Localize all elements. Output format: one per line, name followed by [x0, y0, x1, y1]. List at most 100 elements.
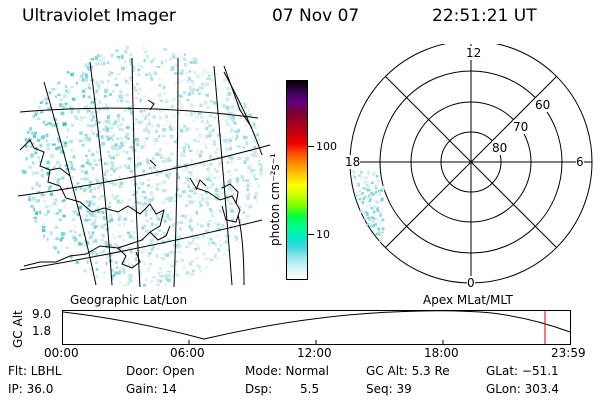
- emission-speck: [106, 136, 109, 139]
- emission-speck: [94, 226, 97, 229]
- emission-speck: [374, 205, 377, 208]
- emission-speck: [70, 73, 74, 77]
- emission-speck: [382, 227, 385, 230]
- emission-speck: [37, 139, 40, 143]
- emission-speck: [366, 199, 369, 202]
- emission-speck: [376, 208, 379, 211]
- emission-speck: [50, 193, 53, 196]
- emission-speck: [362, 187, 365, 190]
- emission-speck: [65, 247, 69, 249]
- emission-speck: [161, 61, 163, 64]
- emission-speck: [148, 119, 152, 123]
- info-ip: IP: 36.0: [8, 382, 53, 396]
- emission-speck: [28, 166, 31, 169]
- emission-speck: [163, 91, 167, 95]
- emission-speck: [59, 103, 63, 107]
- emission-speck: [146, 55, 149, 59]
- emission-speck: [101, 211, 104, 214]
- emission-speck: [183, 169, 186, 173]
- emission-speck: [368, 185, 371, 188]
- emission-speck: [105, 170, 109, 172]
- emission-speck: [137, 63, 140, 67]
- emission-speck: [102, 81, 104, 84]
- emission-speck: [48, 187, 50, 191]
- emission-speck: [126, 126, 130, 129]
- emission-speck: [210, 124, 212, 126]
- emission-speck: [235, 131, 238, 133]
- emission-speck: [75, 188, 77, 191]
- emission-speck: [112, 134, 116, 136]
- emission-speck: [207, 107, 210, 109]
- emission-speck: [92, 115, 95, 119]
- emission-speck: [88, 204, 91, 207]
- emission-speck: [73, 225, 76, 227]
- emission-speck: [86, 110, 89, 113]
- emission-speck: [226, 106, 230, 110]
- emission-speck: [165, 115, 168, 119]
- emission-speck: [230, 157, 234, 160]
- emission-speck: [211, 79, 213, 82]
- emission-speck: [156, 183, 159, 185]
- emission-speck: [376, 183, 379, 186]
- emission-speck: [99, 215, 102, 219]
- emission-speck: [27, 131, 30, 135]
- emission-speck: [204, 68, 206, 71]
- emission-speck: [43, 235, 45, 239]
- emission-speck: [164, 284, 167, 286]
- emission-speck: [63, 122, 67, 125]
- emission-speck: [208, 220, 212, 222]
- emission-speck: [93, 252, 96, 256]
- emission-speck: [172, 56, 176, 58]
- emission-speck: [166, 214, 169, 217]
- emission-speck: [28, 195, 30, 198]
- emission-speck: [226, 87, 230, 91]
- emission-speck: [225, 205, 229, 207]
- emission-speck: [180, 55, 183, 58]
- emission-speck: [119, 128, 122, 131]
- emission-speck: [57, 178, 61, 180]
- emission-speck: [247, 166, 251, 170]
- emission-speck: [63, 145, 67, 148]
- emission-speck: [375, 200, 378, 203]
- emission-speck: [79, 131, 83, 135]
- emission-speck: [140, 120, 144, 124]
- emission-speck: [47, 144, 50, 147]
- emission-speck: [193, 259, 195, 263]
- emission-speck: [214, 151, 217, 154]
- emission-speck: [72, 218, 75, 222]
- emission-speck: [124, 50, 128, 54]
- emission-speck: [138, 68, 140, 71]
- emission-speck: [102, 234, 105, 238]
- timeline-xtick-0000: 00:00: [44, 346, 79, 360]
- emission-speck: [85, 134, 88, 136]
- emission-speck: [31, 132, 33, 135]
- emission-speck: [207, 203, 210, 207]
- emission-speck: [231, 178, 233, 181]
- emission-speck: [42, 229, 46, 232]
- emission-speck: [357, 184, 360, 187]
- emission-speck: [95, 177, 98, 180]
- emission-speck: [93, 159, 96, 162]
- emission-speck: [158, 229, 162, 231]
- emission-speck: [169, 211, 172, 213]
- emission-speck: [77, 110, 80, 114]
- emission-speck: [235, 208, 238, 211]
- emission-speck: [57, 137, 60, 140]
- emission-speck: [185, 204, 188, 207]
- emission-speck: [235, 138, 237, 140]
- emission-speck: [205, 127, 208, 130]
- emission-speck: [173, 127, 176, 130]
- lat-label-80: 80: [492, 141, 507, 155]
- emission-speck: [186, 271, 190, 274]
- emission-speck: [168, 173, 171, 175]
- emission-speck: [96, 180, 98, 184]
- emission-speck: [380, 202, 383, 205]
- emission-speck: [170, 153, 173, 156]
- emission-speck: [78, 242, 81, 245]
- emission-speck: [77, 95, 80, 97]
- emission-speck: [359, 190, 362, 193]
- emission-speck: [250, 172, 254, 174]
- emission-speck: [159, 154, 162, 158]
- emission-speck: [115, 84, 119, 86]
- emission-speck: [257, 133, 260, 137]
